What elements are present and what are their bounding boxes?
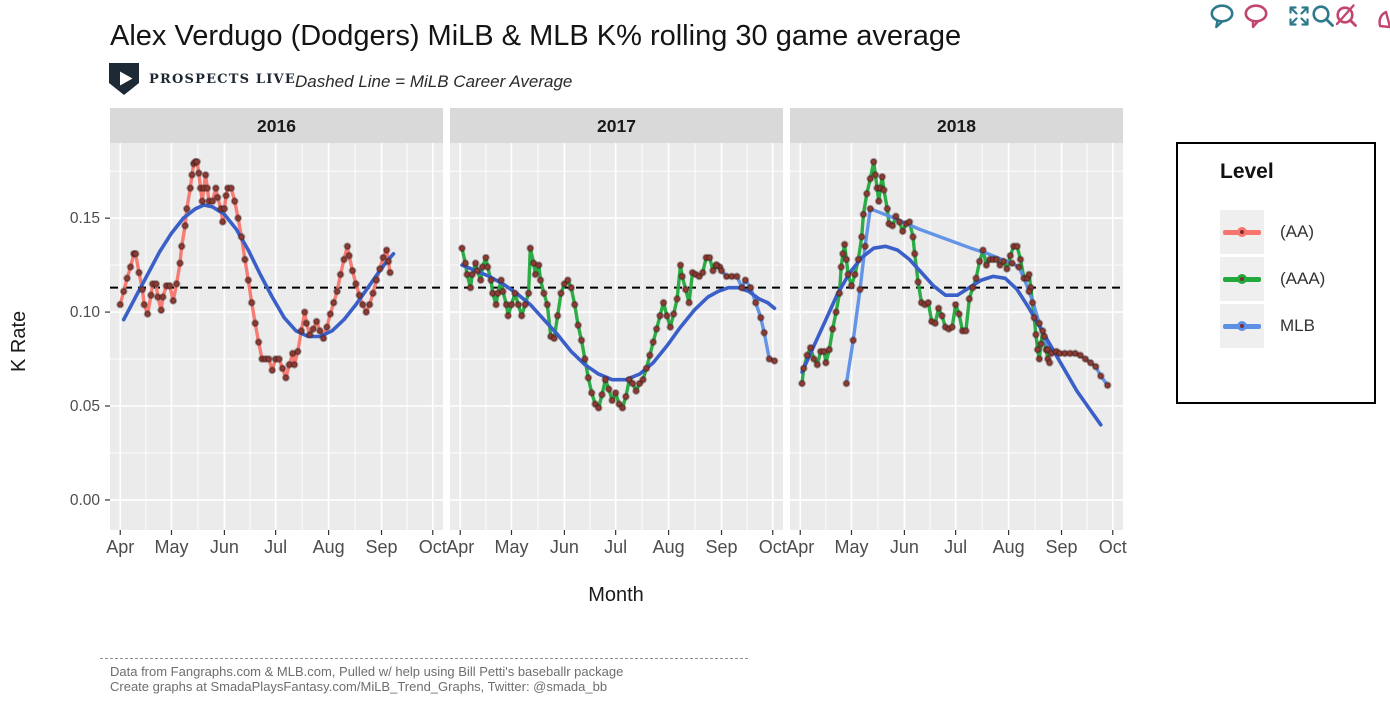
x-tick-label: Jun: [550, 537, 579, 557]
x-tick-label: Oct: [759, 537, 787, 557]
series-points-AA: [116, 157, 395, 382]
series-points-MLB: [842, 204, 1112, 390]
facet-2016: 2016 Apr May Jun Jul Aug Sep Oct: [106, 108, 447, 557]
legend-label-aa: (AA): [1280, 222, 1314, 241]
facet-strip-label: 2018: [937, 116, 976, 136]
x-tick-label: Sep: [706, 537, 738, 557]
legend-label-aaa: (AAA): [1280, 269, 1326, 288]
brand-name: PROSPECTS LIVE: [149, 71, 296, 87]
panel-background: [110, 143, 443, 530]
y-tick-label: 0.10: [70, 304, 101, 321]
series-points-AAA: [458, 244, 724, 412]
legend-label-mlb: MLB: [1280, 316, 1315, 335]
x-tick-label: May: [494, 537, 528, 557]
y-axis-title: K Rate: [8, 310, 30, 372]
x-tick-label: May: [154, 537, 188, 557]
legend-item-aa[interactable]: (AA): [1220, 210, 1374, 254]
x-tick-label: Oct: [419, 537, 447, 557]
legend: Level (AA) (AAA): [1176, 142, 1376, 404]
footer-separator: [100, 658, 748, 659]
chart-subtitle: Dashed Line = MiLB Career Average: [295, 72, 573, 91]
data-layer: [116, 157, 396, 382]
x-tick-label: Apr: [446, 537, 474, 557]
x-tick-label: Jul: [264, 537, 287, 557]
legend-key-aa: [1220, 210, 1264, 254]
x-axis-title: Month: [588, 584, 644, 606]
legend-item-mlb[interactable]: MLB: [1220, 304, 1374, 348]
x-tick-label: Aug: [653, 537, 685, 557]
facet-strip: [110, 108, 443, 143]
smooth-trend-line: [121, 203, 396, 339]
series-points-MLB: [712, 261, 779, 365]
x-tick-label: Jun: [210, 537, 239, 557]
data-layer: [458, 244, 779, 412]
facet-strip-label: 2017: [597, 116, 636, 136]
facet-2018: 2018 Apr May Jun Jul Aug Sep Oct: [786, 108, 1127, 557]
y-tick-label: 0.00: [70, 492, 101, 509]
speech-bubble-alt-icon[interactable]: [1243, 3, 1269, 29]
page-title: Alex Verdugo (Dodgers) MiLB & MLB K% rol…: [110, 20, 962, 52]
series-line-AA: [118, 160, 392, 380]
footer-credits: Data from Fangraphs.com & MLB.com, Pulle…: [110, 664, 623, 694]
footer-line1: Data from Fangraphs.com & MLB.com, Pulle…: [110, 664, 624, 679]
x-tick-label: Oct: [1099, 537, 1127, 557]
zoom-in-icon[interactable]: [1310, 3, 1336, 29]
x-tick-label: Jun: [890, 537, 919, 557]
legend-items: (AA) (AAA) MLB: [1220, 210, 1374, 348]
x-tick-label: Aug: [993, 537, 1025, 557]
expand-arrows-icon[interactable]: [1286, 3, 1312, 29]
data-layer: [798, 157, 1112, 427]
y-tick-label: 0.15: [70, 210, 100, 227]
x-tick-label: Sep: [1046, 537, 1078, 557]
speech-bubble-icon[interactable]: [1209, 3, 1235, 29]
x-tick-label: May: [834, 537, 868, 557]
legend-item-aaa[interactable]: (AAA): [1220, 257, 1374, 301]
zoom-off-icon[interactable]: [1333, 3, 1359, 29]
footer-line2: Create graphs at SmadaPlaysFantasy.com/M…: [110, 679, 608, 694]
facet-strip: [450, 108, 783, 143]
facet-strip-label: 2016: [257, 116, 296, 136]
panel-background: [790, 143, 1123, 530]
x-tick-label: Apr: [786, 537, 814, 557]
panel-background: [450, 143, 783, 530]
clipped-partial-icon[interactable]: [1376, 3, 1390, 29]
series-points-AAA: [798, 157, 1054, 388]
facet-strip: [790, 108, 1123, 143]
y-tick-label: 0.05: [70, 398, 100, 415]
legend-key-mlb: [1220, 304, 1264, 348]
x-tick-label: Sep: [366, 537, 398, 557]
facet-2017: 2017 Apr May Jun Jul Aug Sep Oct: [446, 108, 787, 557]
x-tick-label: Jul: [604, 537, 627, 557]
faceted-line-chart: 2016 Apr May Jun Jul Aug Sep Oct 0.00 0.05 0.10 0.1…: [70, 108, 1127, 557]
smooth-trend-line: [800, 244, 1103, 427]
x-tick-label: Aug: [313, 537, 345, 557]
legend-key-aaa: [1220, 257, 1264, 301]
prospects-live-logo-icon: [109, 63, 139, 95]
brand-row: PROSPECTS LIVE: [108, 62, 296, 96]
x-tick-label: Jul: [944, 537, 967, 557]
x-tick-label: Apr: [106, 537, 134, 557]
legend-title: Level: [1220, 160, 1274, 183]
smooth-trend-line: [460, 263, 777, 382]
